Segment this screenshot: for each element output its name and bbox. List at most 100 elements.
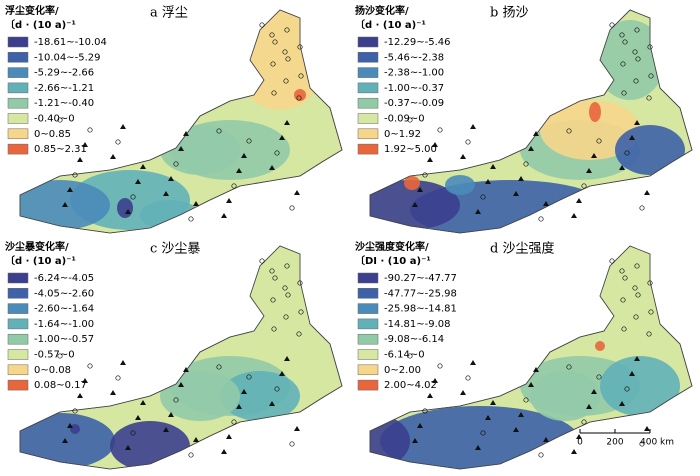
station: [296, 95, 302, 101]
station: [417, 187, 423, 192]
station: [274, 150, 280, 156]
station: [193, 437, 199, 442]
zone: [70, 424, 80, 434]
station: [120, 124, 126, 129]
station: [576, 198, 582, 203]
station: [576, 434, 582, 439]
station: [279, 135, 285, 140]
station: [178, 382, 184, 387]
zone: [110, 421, 190, 469]
station: [188, 452, 194, 458]
station: [566, 128, 572, 134]
legend-swatch: [357, 52, 379, 63]
legend-label: -9.08~-6.14: [384, 334, 444, 345]
legend-swatch: [7, 97, 29, 109]
station: [619, 165, 625, 170]
station: [470, 360, 476, 365]
legend-unit: 〔d · (10 a)⁻¹: [355, 18, 426, 31]
station: [533, 131, 539, 136]
station: [528, 146, 534, 151]
station: [528, 382, 534, 387]
legend-swatch: [7, 349, 29, 360]
station: [596, 138, 602, 144]
legend-swatch: [357, 82, 379, 94]
station: [285, 292, 291, 298]
station: [634, 120, 640, 125]
legend-label: -2.60~-1.64: [34, 304, 94, 315]
zone: [240, 246, 320, 346]
station: [269, 268, 275, 274]
station: [216, 128, 222, 134]
station: [77, 393, 83, 398]
station: [566, 364, 572, 370]
station: [644, 426, 650, 431]
zone: [530, 371, 600, 421]
station: [513, 191, 519, 196]
station: [298, 309, 304, 315]
station: [284, 356, 290, 361]
station: [465, 139, 471, 145]
legend-label: 2.00~4.02: [384, 380, 437, 391]
zone: [235, 10, 325, 110]
station: [543, 437, 549, 442]
station: [110, 154, 116, 159]
station: [635, 292, 641, 298]
station: [437, 127, 443, 133]
station: [77, 157, 83, 162]
station: [298, 73, 304, 79]
station: [62, 438, 68, 443]
legend-swatch: [7, 82, 29, 94]
legend-label: -18.61~-10.04: [34, 37, 107, 48]
station: [485, 179, 491, 184]
legend-label: -0.57~0: [34, 350, 75, 361]
legend-label: 0.08~0.17: [34, 380, 87, 391]
station: [647, 44, 653, 50]
panel: b 扬沙 扬沙变化率/〔d · (10 a)⁻¹ -12.29~-5.46 -5.46…: [355, 4, 693, 234]
station: [518, 176, 524, 181]
legend-label: -4.05~-2.60: [34, 288, 94, 299]
legend-label: 0~0.08: [34, 365, 71, 376]
station: [422, 172, 428, 178]
station: [619, 401, 625, 406]
legend-swatch: [7, 333, 29, 345]
legend-label: -2.66~-1.21: [34, 83, 94, 94]
station: [475, 209, 481, 214]
station: [259, 22, 265, 28]
station: [221, 213, 227, 218]
station: [246, 374, 252, 380]
station: [609, 258, 615, 264]
station: [241, 389, 247, 394]
station: [183, 367, 189, 372]
station: [417, 423, 423, 428]
legend-swatch: [7, 143, 29, 155]
station: [236, 168, 242, 173]
station: [620, 297, 626, 303]
legend-swatch: [7, 379, 29, 391]
station: [622, 39, 628, 45]
station: [272, 275, 278, 281]
station: [586, 168, 592, 173]
station: [523, 161, 529, 167]
legend-label: -0.40~0: [34, 114, 75, 125]
station: [470, 124, 476, 129]
legend-label: -14.81~-9.08: [384, 319, 451, 330]
station: [646, 95, 652, 101]
legend-title: 浮尘变化率/: [5, 4, 59, 17]
station: [297, 280, 303, 286]
station: [460, 154, 466, 159]
station: [465, 375, 471, 381]
station: [432, 378, 438, 383]
legend-unit: 〔DI · (10 a)⁻¹: [355, 254, 431, 267]
legend-label: -1.21~-0.40: [34, 98, 94, 109]
legend-label: -2.38~-1.00: [384, 68, 444, 79]
station: [125, 209, 131, 214]
station: [282, 49, 288, 55]
station: [634, 263, 640, 269]
station: [518, 412, 524, 417]
legend-swatch: [7, 128, 29, 140]
station: [475, 445, 481, 450]
zone: [589, 102, 601, 122]
station: [634, 356, 640, 361]
panel-label: b 扬沙: [490, 6, 528, 21]
station: [632, 285, 638, 291]
